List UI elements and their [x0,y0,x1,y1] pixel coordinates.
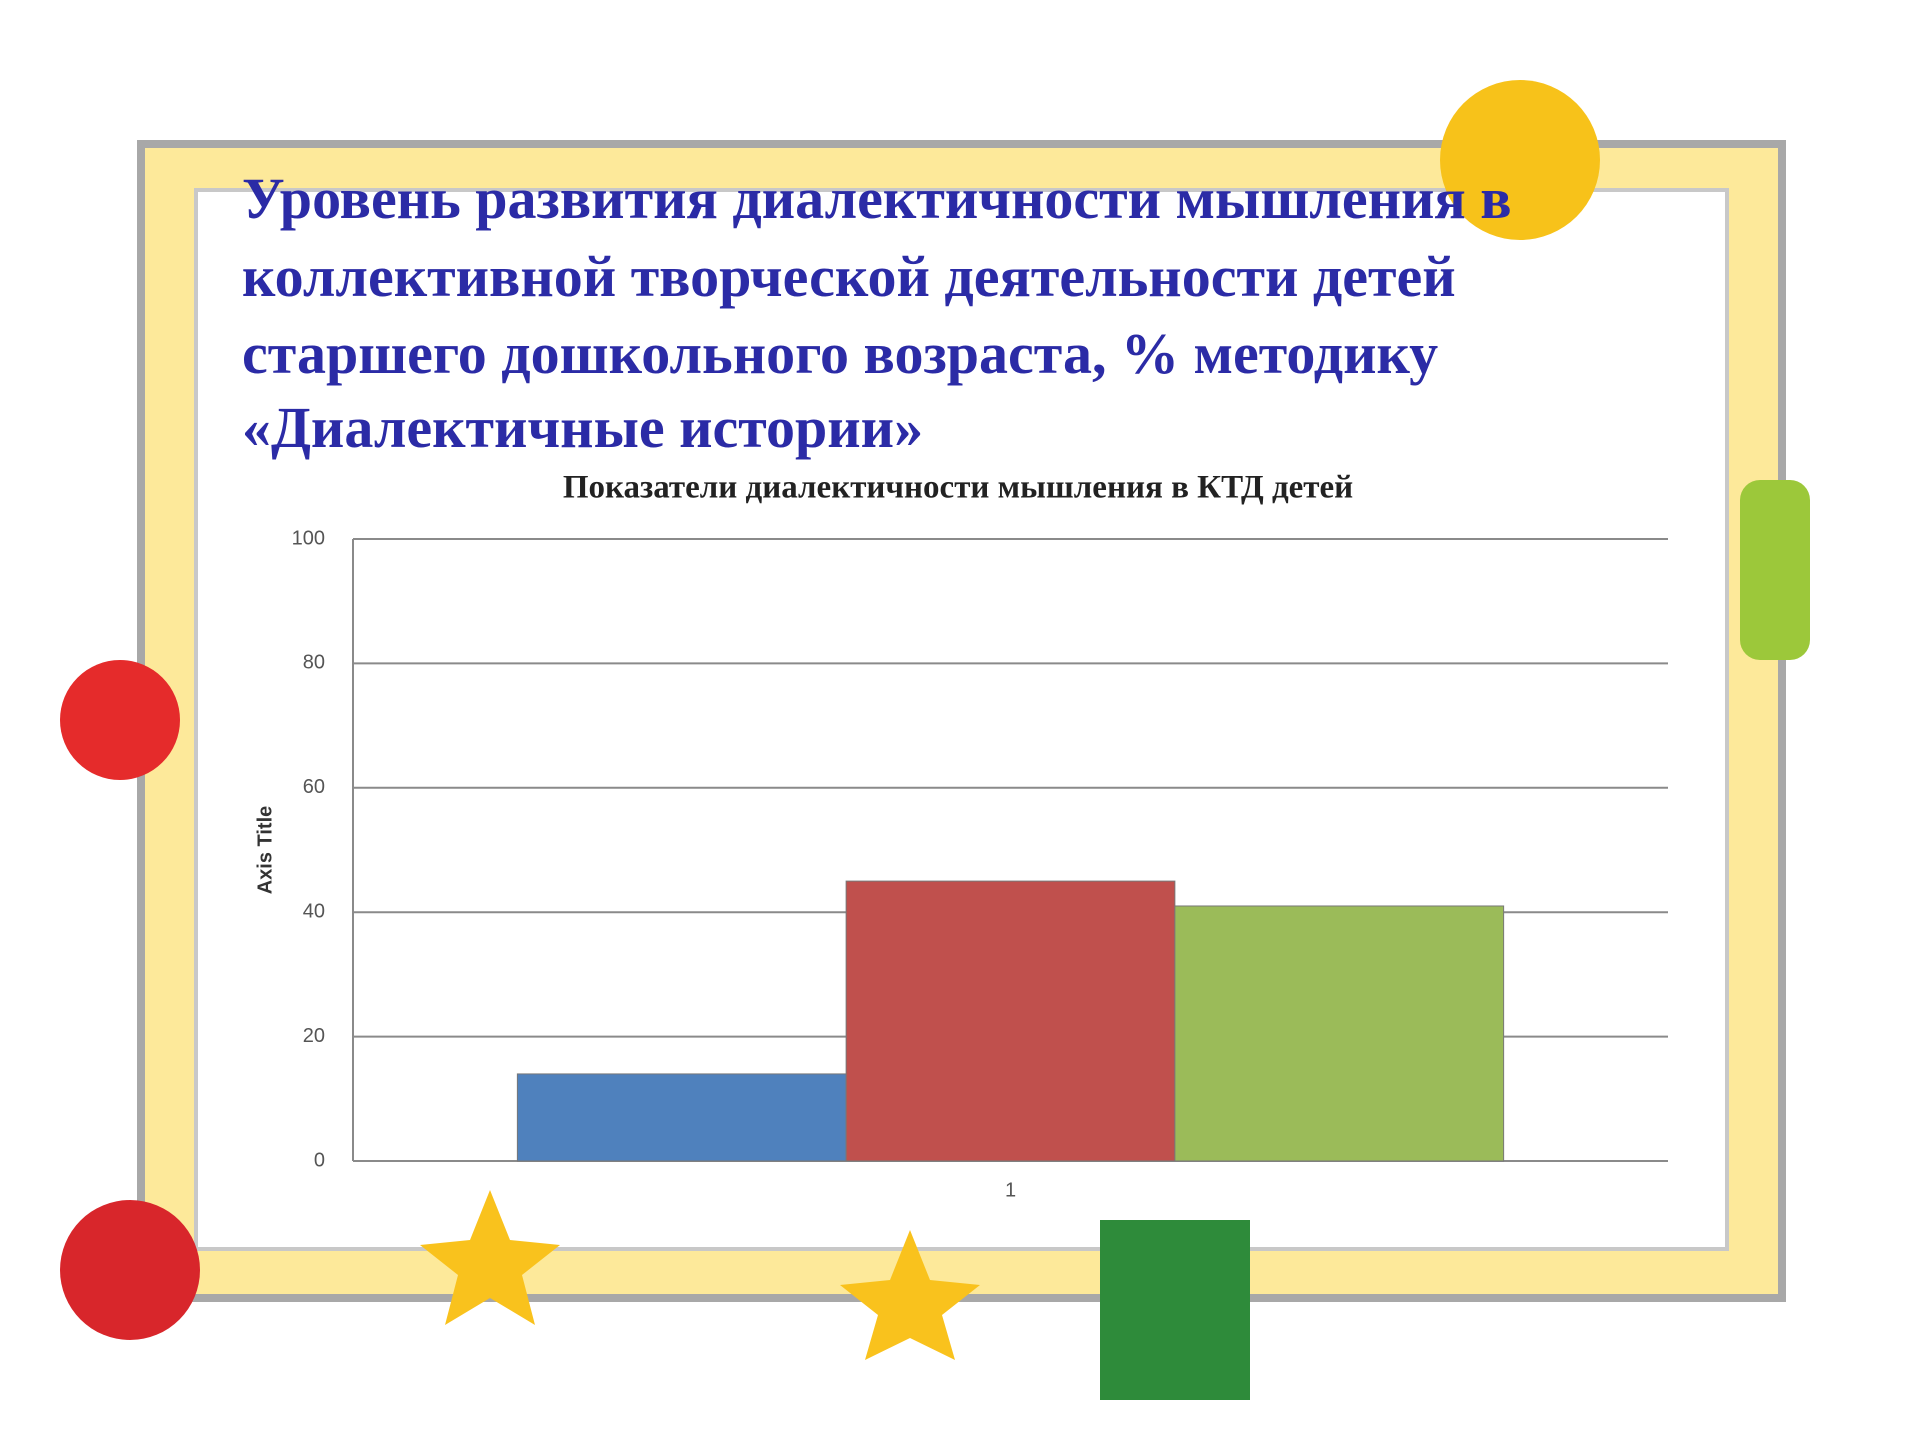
bar [516,1073,847,1162]
slide-title-line: «Диалектичные истории» [242,395,923,460]
y-tick-label: 80 [303,652,325,674]
star-decoration [840,1230,980,1360]
crayon-box-decoration [1100,1220,1250,1400]
star-decoration [420,1190,560,1325]
ladybug-decoration [60,1200,200,1340]
y-tick-label: 60 [303,776,325,798]
slide-title-line: старшего дошкольного возраста, % методик… [242,321,1438,386]
slide-title-line: коллективной творческой деятельности дет… [242,244,1456,309]
sun-decoration [1440,80,1600,240]
y-tick-label: 100 [292,527,325,549]
y-tick-label: 20 [303,1025,325,1047]
chart-title: Показатели диалектичности мышления в КТД… [563,470,1353,506]
x-tick-label: 1 [1005,1179,1016,1201]
bar [845,880,1176,1162]
y-axis-title: Axis Title [254,806,276,895]
bar [1174,905,1505,1162]
apple-decoration [60,660,180,780]
slide-title-line: Уровень развития диалектичности мышления… [242,166,1512,231]
y-tick-label: 40 [303,900,325,922]
y-tick-label: 0 [314,1149,325,1171]
cup-decoration [1740,480,1810,660]
